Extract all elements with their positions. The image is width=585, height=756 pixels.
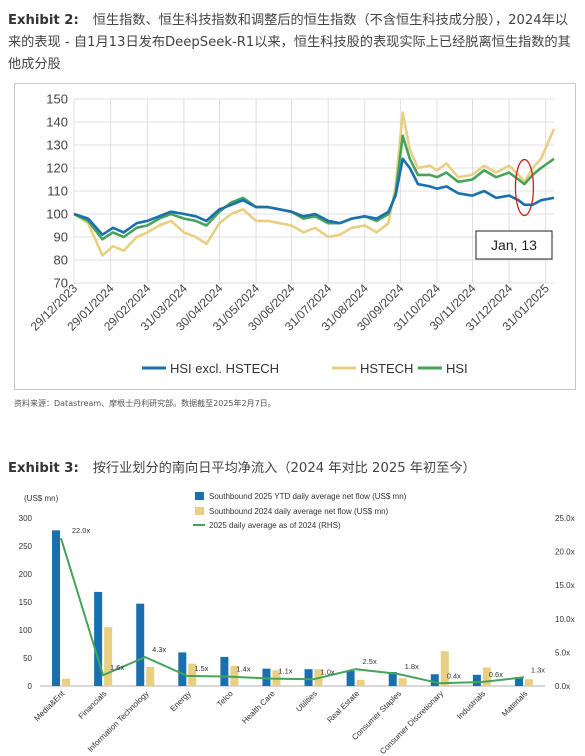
exhibit-2-source-note: 资料来源：Datastream、摩根士丹利研究部。数据截至2025年2月7日。 <box>14 399 276 408</box>
bar-2025-ytd <box>388 672 397 686</box>
right-y-tick-label: 25.0x <box>555 514 575 523</box>
y-tick-label: 140 <box>46 115 68 130</box>
bar-2024 <box>104 627 113 686</box>
category-label: Telco <box>215 689 235 709</box>
y-tick-label: 150 <box>46 92 68 107</box>
ratio-data-label: 1.0x <box>320 667 334 676</box>
legend-label: HSI excl. HSTECH <box>170 361 279 376</box>
ratio-data-label: 1.5x <box>194 664 208 673</box>
y-tick-label: 80 <box>54 253 68 268</box>
left-axis-unit-label: (US$ mn) <box>24 494 59 503</box>
annotation-box <box>475 230 553 260</box>
right-y-tick-label: 0.0x <box>555 682 570 691</box>
legend-label: HSTECH <box>360 361 413 376</box>
exhibit-2-title-block: Exhibit 2: 恒生指数、恒生科技指数和调整后的恒生指数（不含恒生科技成分股… <box>8 10 578 76</box>
bar-2025-ytd <box>262 668 271 686</box>
bar-2025-ytd <box>346 670 355 686</box>
bar-2024 <box>482 667 491 686</box>
series-line-hsi <box>73 134 555 241</box>
annotation-ellipse <box>514 158 535 217</box>
right-y-tick-label: 10.0x <box>555 615 575 624</box>
bar-2025-ytd <box>304 669 313 686</box>
legend-label: HSI <box>446 361 468 376</box>
series-line-hsi-excl-hstech <box>73 157 555 236</box>
ratio-data-label: 22.0x <box>72 526 91 535</box>
legend-label: Southbound 2025 YTD daily average net fl… <box>209 492 407 501</box>
legend-swatch <box>195 492 204 500</box>
bar-2024 <box>188 663 197 686</box>
bar-2024 <box>398 678 407 686</box>
left-y-tick-label: 100 <box>19 626 33 635</box>
bar-2025-ytd <box>94 591 103 686</box>
bar-2025-ytd <box>178 652 187 686</box>
right-y-tick-label: 15.0x <box>555 581 575 590</box>
bar-2025-ytd <box>220 656 229 686</box>
exhibit-2-label: Exhibit 2: <box>8 13 79 28</box>
exhibit-3-bar-chart: (US$ mn) 0 50 100 150 200 250 300 0.0x 5.0x 10.0x 1… <box>19 492 575 756</box>
legend-swatch <box>195 507 204 515</box>
exhibit-3-label: Exhibit 3: <box>8 461 79 476</box>
ratio-data-label: 0.4x <box>447 671 461 680</box>
exhibit-3-title-block: Exhibit 3: 按行业划分的南向日平均净流入（2024 年对比 2025 年… <box>8 458 578 480</box>
category-label: Materials <box>500 689 529 718</box>
right-y-tick-label: 5.0x <box>555 648 570 657</box>
ratio-data-label: 1.1x <box>278 667 292 676</box>
ratio-data-label: 2.5x <box>363 657 377 666</box>
ratio-data-label: 1.3x <box>531 665 545 674</box>
category-label: Energy <box>168 689 192 713</box>
bar-2025-ytd <box>52 530 61 686</box>
ratio-data-label: 1.6x <box>110 663 124 672</box>
bar-2025-ytd <box>136 603 145 686</box>
exhibit-3-title: 按行业划分的南向日平均净流入（2024 年对比 2025 年初至今） <box>92 461 476 476</box>
ratio-data-label: 4.3x <box>152 645 166 654</box>
category-label: Media&Ent <box>32 689 67 724</box>
bar-2024 <box>146 666 155 686</box>
bar-2025-ytd <box>514 677 523 686</box>
bar-2025-ytd <box>430 674 439 686</box>
bar-2024 <box>440 651 449 686</box>
bar-2025-ytd <box>472 674 481 686</box>
annotation-label: Jan, 13 <box>491 237 537 253</box>
y-tick-label: 100 <box>46 207 68 222</box>
category-label: Real Estate <box>325 689 361 725</box>
y-tick-label: 70 <box>54 276 68 291</box>
left-y-tick-label: 50 <box>23 654 32 663</box>
category-label: Industrials <box>455 689 487 721</box>
y-tick-label: 120 <box>46 161 68 176</box>
left-y-tick-label: 200 <box>19 570 33 579</box>
bar-2024 <box>356 679 365 686</box>
left-y-tick-label: 300 <box>19 514 33 523</box>
exhibit-2-line-chart: 70809010011012013014015029/12/202329/01/… <box>28 92 556 376</box>
series-line-hstech <box>73 111 556 257</box>
ratio-data-label: 1.4x <box>236 665 250 674</box>
category-label: Utilities <box>294 689 319 714</box>
ratio-data-label: 1.8x <box>405 662 419 671</box>
y-tick-label: 90 <box>54 230 68 245</box>
category-label: Financials <box>77 689 109 721</box>
y-tick-label: 110 <box>47 184 68 199</box>
left-y-tick-label: 0 <box>28 682 33 691</box>
legend-label: Southbound 2024 daily average net flow (… <box>209 507 389 516</box>
y-tick-label: 130 <box>46 138 68 153</box>
left-y-tick-label: 150 <box>19 598 33 607</box>
right-y-tick-label: 20.0x <box>555 548 575 557</box>
bar-2024 <box>524 679 533 686</box>
ratio-data-label: 0.6x <box>489 670 503 679</box>
left-y-tick-label: 250 <box>19 542 33 551</box>
legend-label: 2025 daily average as of 2024 (RHS) <box>209 521 341 530</box>
exhibit-2-title: 恒生指数、恒生科技指数和调整后的恒生指数（不含恒生科技成分股），2024年以来的… <box>8 13 571 72</box>
category-label: Health Care <box>240 689 277 726</box>
bar-2024 <box>62 678 71 686</box>
ratio-line <box>60 537 525 685</box>
